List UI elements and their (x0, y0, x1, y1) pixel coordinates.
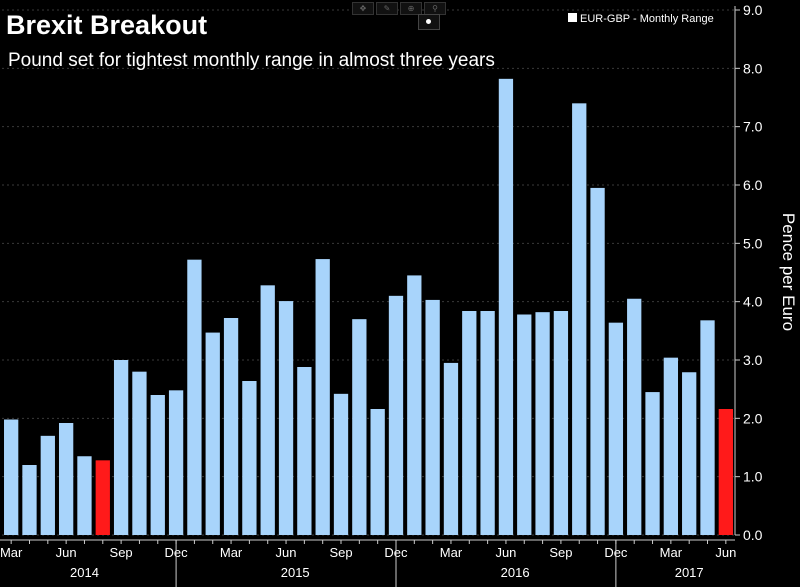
bar-highlight (95, 460, 110, 535)
y-tick-label: 9.0 (743, 2, 763, 18)
legend-label: EUR-GBP - Monthly Range (580, 13, 714, 25)
x-tick-label: Mar (220, 545, 243, 560)
bar (700, 320, 715, 535)
bar (462, 311, 477, 535)
bar (590, 187, 605, 535)
bar (682, 372, 697, 535)
bar (553, 311, 569, 535)
x-tick-label: Jun (715, 545, 736, 560)
y-tick-label: 1.0 (743, 469, 763, 485)
draw-icon[interactable]: ✎ (376, 2, 398, 15)
bar (297, 367, 312, 535)
bar (4, 419, 19, 535)
bar (498, 78, 514, 535)
x-tick-label: Sep (329, 545, 352, 560)
bar (113, 360, 129, 535)
bar (370, 409, 385, 535)
y-tick-label: 7.0 (743, 119, 763, 135)
bar (150, 395, 165, 535)
y-tick-label: 5.0 (743, 235, 763, 251)
x-tick-label: Jun (495, 545, 516, 560)
bar (425, 299, 440, 535)
x-tick-label: Sep (110, 545, 133, 560)
zoom-icon[interactable]: ⊕ (400, 2, 422, 15)
x-tick-label: Jun (276, 545, 297, 560)
y-tick-label: 3.0 (743, 352, 763, 368)
y-tick-label: 6.0 (743, 177, 763, 193)
bar (572, 103, 587, 535)
bar (645, 392, 660, 535)
bar (77, 456, 92, 535)
year-label: 2015 (281, 565, 310, 580)
bar-highlight (718, 409, 733, 535)
bar (627, 298, 642, 535)
bar (187, 259, 202, 535)
y-axis-label: Pence per Euro (779, 213, 798, 331)
y-tick-label: 0.0 (743, 527, 763, 543)
bar (22, 465, 37, 535)
bar (315, 259, 330, 535)
bar (58, 423, 74, 535)
bar (40, 435, 55, 535)
year-label: 2014 (70, 565, 99, 580)
bar (388, 295, 404, 535)
x-tick-label: Sep (549, 545, 572, 560)
chart-subtitle: Pound set for tightest monthly range in … (8, 50, 495, 71)
bar (205, 332, 220, 535)
y-tick-label: 2.0 (743, 410, 763, 426)
bar (663, 357, 679, 535)
bar (168, 390, 184, 535)
bar (608, 322, 624, 535)
bar (443, 362, 459, 535)
x-tick-label: Mar (660, 545, 683, 560)
x-tick-label: Jun (56, 545, 77, 560)
legend-swatch (568, 13, 577, 22)
camera-icon[interactable] (418, 14, 440, 30)
bar (242, 381, 257, 535)
bar (407, 275, 422, 535)
x-tick-label: Mar (0, 545, 23, 560)
year-label: 2016 (501, 565, 530, 580)
bar (517, 314, 532, 535)
bar (352, 319, 367, 535)
bar (260, 285, 275, 535)
y-tick-label: 8.0 (743, 60, 763, 76)
year-label: 2017 (675, 565, 704, 580)
bar (480, 311, 495, 535)
x-tick-label: Mar (440, 545, 463, 560)
move-icon[interactable]: ✥ (352, 2, 374, 15)
bar (333, 393, 349, 535)
bar (223, 318, 239, 535)
bar (535, 312, 550, 535)
y-tick-label: 4.0 (743, 294, 763, 310)
chart-title: Brexit Breakout (6, 10, 207, 40)
bar (132, 371, 147, 535)
bar (278, 301, 294, 535)
chart-toolbar: ✥ ✎ ⊕ ⚲ (352, 2, 446, 15)
